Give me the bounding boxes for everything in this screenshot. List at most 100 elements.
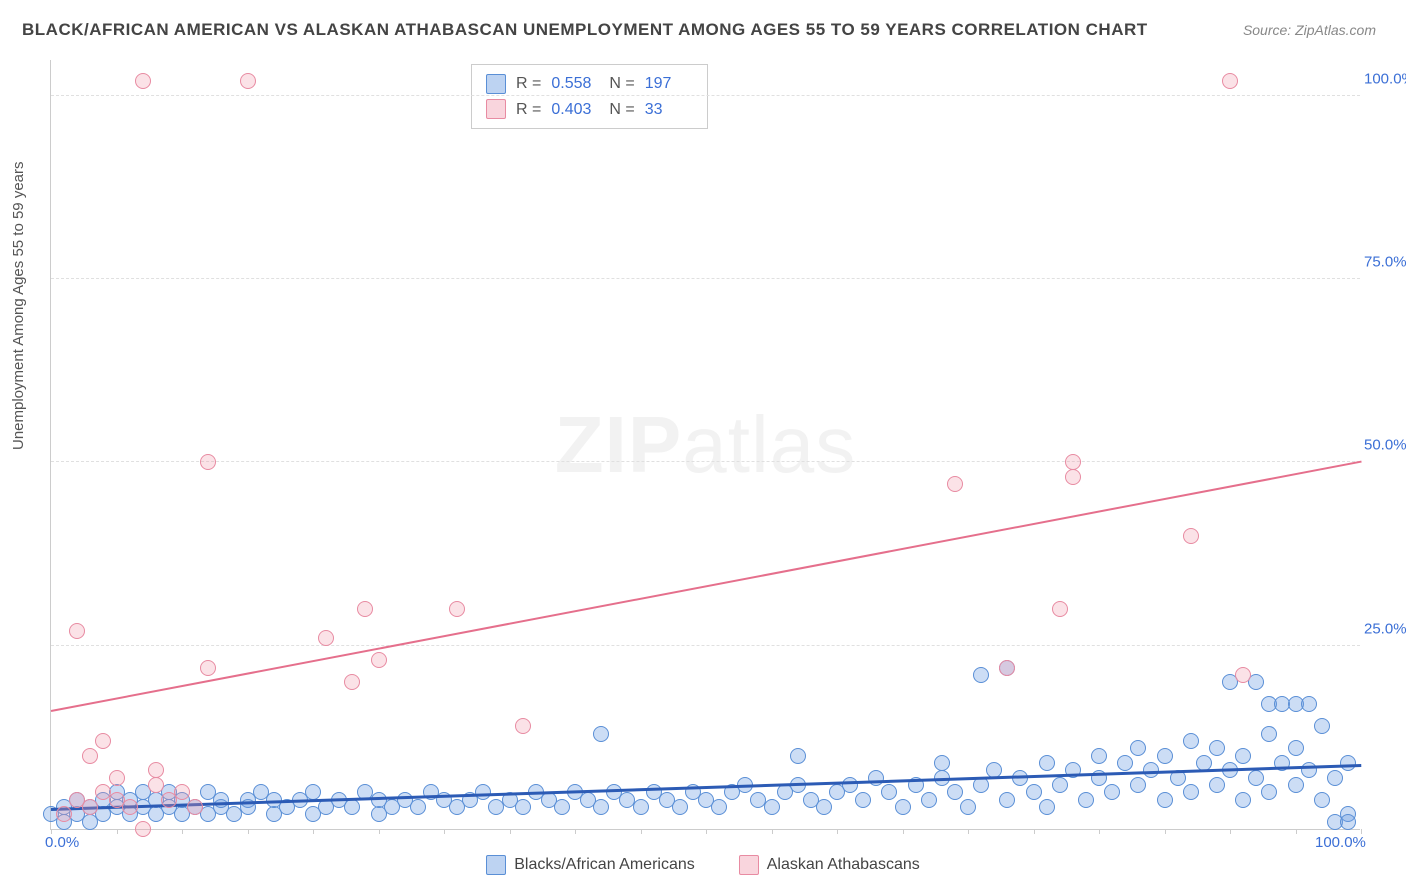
scatter-point [357,601,373,617]
x-minor-tick [182,829,183,834]
scatter-point [1288,777,1304,793]
chart-title: BLACK/AFRICAN AMERICAN VS ALASKAN ATHABA… [22,20,1148,40]
r-value: 0.558 [551,71,599,97]
scatter-point [672,799,688,815]
scatter-point [790,748,806,764]
scatter-point [1183,784,1199,800]
scatter-point [934,755,950,771]
scatter-point [410,799,426,815]
scatter-point [842,777,858,793]
scatter-point [515,718,531,734]
n-value: 197 [645,71,693,97]
scatter-point [1340,755,1356,771]
scatter-point [69,623,85,639]
scatter-point [921,792,937,808]
watermark-thin: atlas [682,400,856,489]
scatter-point [1235,748,1251,764]
scatter-point [1104,784,1120,800]
scatter-point [1065,454,1081,470]
scatter-point [135,73,151,89]
x-minor-tick [641,829,642,834]
x-minor-tick [903,829,904,834]
grid-line [51,278,1360,279]
scatter-point [240,73,256,89]
y-tick-label: 25.0% [1364,620,1406,637]
legend-swatch [486,99,506,119]
scatter-point [816,799,832,815]
x-minor-tick [51,829,52,834]
x-minor-tick [1165,829,1166,834]
scatter-point [200,660,216,676]
scatter-point [1091,748,1107,764]
x-minor-tick [248,829,249,834]
n-value: 33 [645,97,693,123]
x-minor-tick [968,829,969,834]
x-tick-label: 100.0% [1315,834,1366,851]
trend-line [51,460,1361,711]
x-minor-tick [1099,829,1100,834]
n-label: N = [609,71,634,97]
scatter-point [973,667,989,683]
scatter-point [895,799,911,815]
scatter-point [593,799,609,815]
scatter-point [1235,792,1251,808]
scatter-point [960,799,976,815]
scatter-point [122,799,138,815]
scatter-point [711,799,727,815]
x-minor-tick [1034,829,1035,834]
scatter-point [82,748,98,764]
stats-legend-row: R =0.403N =33 [486,97,693,123]
scatter-point [947,476,963,492]
scatter-point [187,799,203,815]
legend-swatch [486,855,506,875]
scatter-point [82,799,98,815]
scatter-point [999,792,1015,808]
scatter-point [1157,792,1173,808]
scatter-point [148,777,164,793]
legend-swatch [739,855,759,875]
x-minor-tick [706,829,707,834]
series-legend-item: Blacks/African Americans [486,855,695,875]
grid-line [51,645,1360,646]
scatter-point [1209,740,1225,756]
scatter-point [1288,740,1304,756]
x-minor-tick [1296,829,1297,834]
x-tick-label: 0.0% [45,834,79,851]
scatter-point [1039,755,1055,771]
scatter-point [593,726,609,742]
r-label: R = [516,71,541,97]
plot-area: ZIPatlas R =0.558N =197R =0.403N =33 25.… [50,60,1360,830]
scatter-point [1301,696,1317,712]
series-legend-label: Blacks/African Americans [514,856,695,874]
x-minor-tick [510,829,511,834]
scatter-point [947,784,963,800]
x-minor-tick [837,829,838,834]
scatter-point [174,784,190,800]
scatter-point [200,454,216,470]
scatter-point [1314,792,1330,808]
grid-line [51,461,1360,462]
scatter-point [1327,770,1343,786]
scatter-point [1261,784,1277,800]
scatter-point [1222,73,1238,89]
scatter-point [1130,740,1146,756]
r-label: R = [516,97,541,123]
scatter-point [881,784,897,800]
r-value: 0.403 [551,97,599,123]
y-tick-label: 75.0% [1364,254,1406,271]
scatter-point [1065,469,1081,485]
scatter-point [1052,601,1068,617]
scatter-point [344,674,360,690]
x-minor-tick [117,829,118,834]
scatter-point [109,770,125,786]
y-axis-label: Unemployment Among Ages 55 to 59 years [10,161,27,450]
x-minor-tick [313,829,314,834]
scatter-point [344,799,360,815]
scatter-point [855,792,871,808]
scatter-point [318,630,334,646]
legend-swatch [486,74,506,94]
scatter-point [1078,792,1094,808]
x-minor-tick [379,829,380,834]
source-attribution: Source: ZipAtlas.com [1243,22,1376,38]
y-tick-label: 50.0% [1364,437,1406,454]
